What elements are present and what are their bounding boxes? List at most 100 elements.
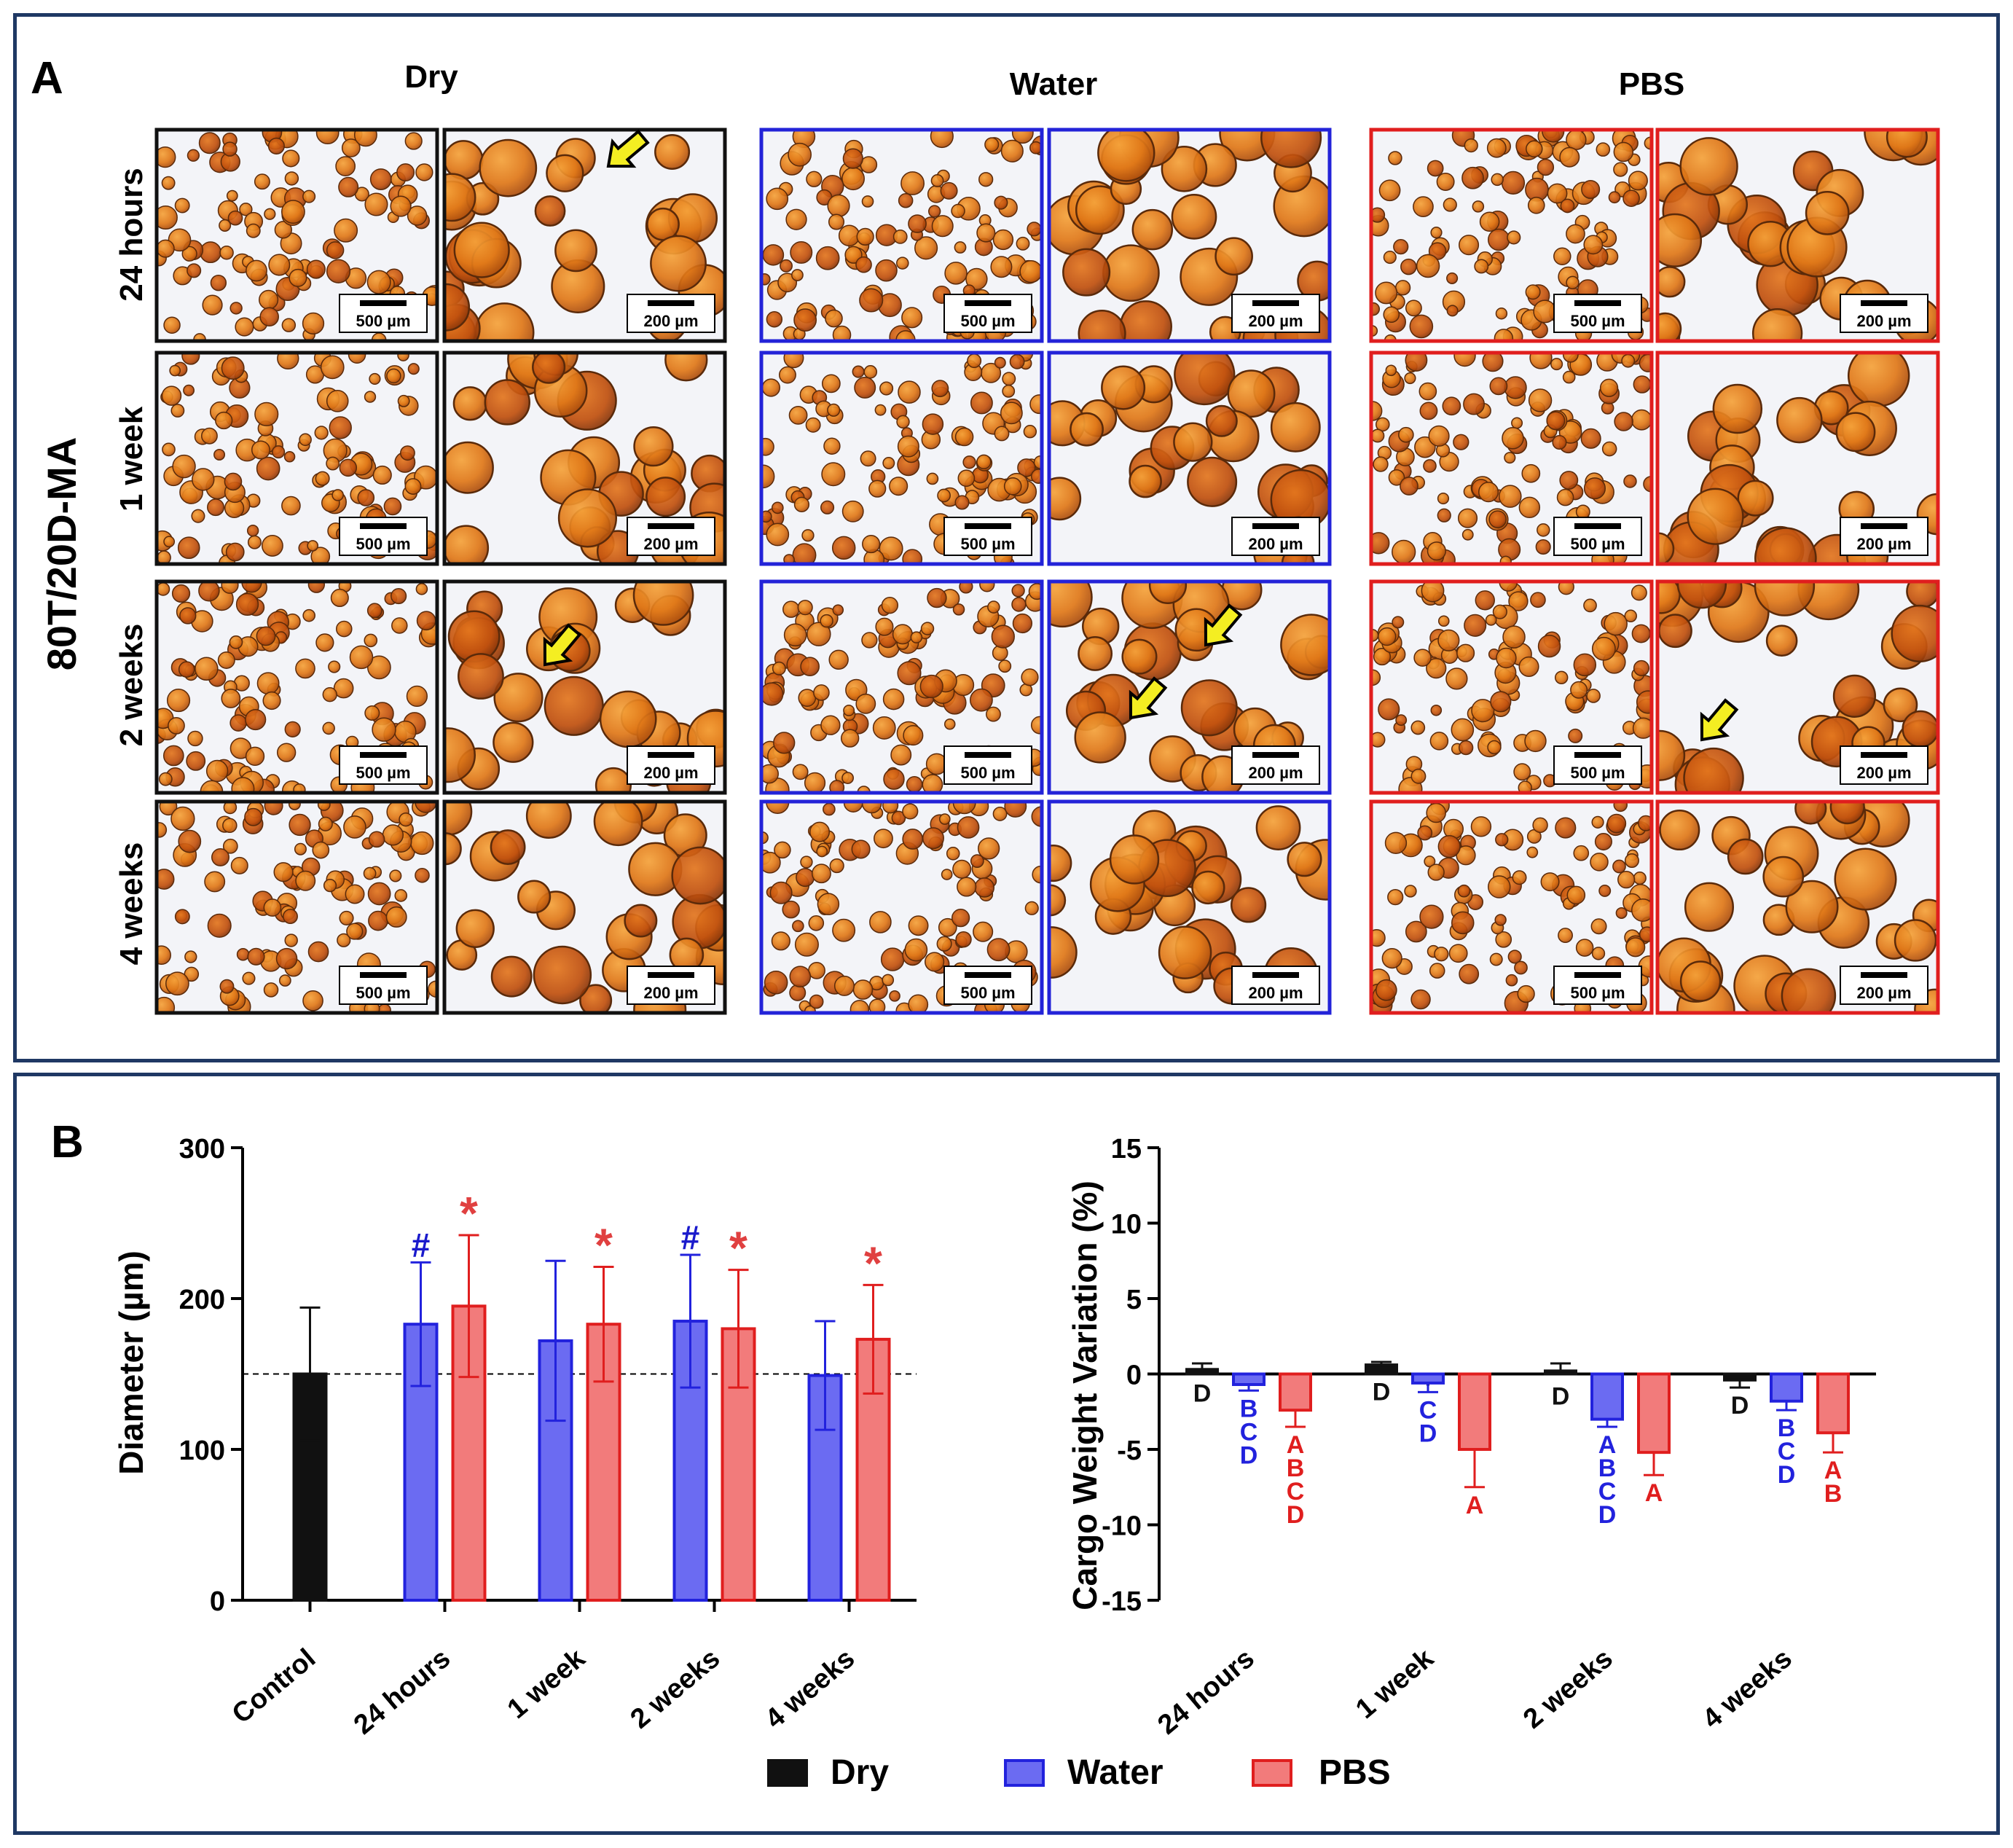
microsphere <box>987 600 1000 614</box>
microsphere <box>1430 705 1443 716</box>
microsphere <box>229 302 243 315</box>
microsphere <box>1566 130 1587 151</box>
microsphere <box>1676 582 1727 609</box>
microsphere <box>306 259 326 279</box>
microsphere <box>326 259 351 283</box>
microsphere <box>289 268 307 287</box>
microsphere <box>936 936 952 952</box>
microsphere <box>1461 166 1484 189</box>
microsphere <box>959 582 973 594</box>
micrograph-dry-1-week-high-mag: 200 µm <box>442 351 727 566</box>
microsphere <box>162 442 176 457</box>
microsphere <box>1505 974 1518 987</box>
significance-letter: D <box>1598 1501 1617 1529</box>
microsphere <box>1546 411 1566 431</box>
microsphere <box>444 525 490 564</box>
microsphere <box>267 137 285 154</box>
micrograph-border <box>1369 351 1654 566</box>
x-tick-label-1-week: 1 week <box>1350 1643 1440 1725</box>
microsphere <box>299 433 312 447</box>
microsphere <box>157 945 171 966</box>
microsphere <box>1173 422 1213 462</box>
microsphere <box>928 205 941 218</box>
microsphere <box>407 363 420 375</box>
microsphere <box>213 448 226 461</box>
microsphere <box>283 909 298 925</box>
microsphere <box>1624 853 1639 869</box>
microsphere <box>976 454 992 470</box>
yellow-arrow-4 <box>1204 603 1243 647</box>
microsphere <box>1029 141 1042 154</box>
microsphere <box>1613 141 1634 163</box>
microsphere <box>1490 691 1512 713</box>
microsphere <box>778 366 796 384</box>
bar-2-weeks-water <box>1590 1372 1624 1421</box>
microsphere <box>484 379 530 426</box>
microsphere <box>1398 426 1414 443</box>
microsphere <box>1488 875 1511 898</box>
microsphere <box>191 509 205 523</box>
microsphere <box>1453 434 1469 450</box>
microsphere <box>783 623 807 647</box>
bar-24-hours-water <box>1232 1372 1266 1386</box>
microsphere <box>829 780 845 793</box>
microsphere <box>452 386 487 421</box>
microsphere <box>394 889 408 902</box>
microsphere <box>914 236 938 260</box>
scale-bar <box>1574 523 1621 529</box>
microsphere <box>283 450 296 463</box>
micrograph-border <box>442 351 727 566</box>
microsphere <box>1371 207 1386 223</box>
microsphere <box>1615 907 1628 919</box>
microsphere <box>162 745 184 767</box>
scale-bar <box>648 752 694 758</box>
microsphere <box>276 743 297 762</box>
microsphere <box>868 479 887 498</box>
microsphere <box>343 815 366 839</box>
microsphere <box>179 607 197 625</box>
microsphere <box>444 727 476 783</box>
microsphere <box>1552 434 1567 450</box>
microsphere <box>879 381 894 396</box>
legend-swatch-pbs <box>1252 1759 1292 1787</box>
microsphere <box>774 841 791 859</box>
microsphere <box>761 378 780 397</box>
microsphere <box>938 813 951 825</box>
legend-label-pbs: PBS <box>1319 1753 1391 1792</box>
scale-bar-label: 200 µm <box>1856 535 1911 553</box>
microsphere <box>262 691 281 710</box>
microsphere <box>1392 539 1416 564</box>
microsphere <box>1215 237 1253 276</box>
microsphere <box>940 181 958 200</box>
microsphere <box>1121 638 1158 675</box>
microsphere <box>994 195 1008 210</box>
microsphere <box>235 317 254 337</box>
microsphere <box>1617 871 1636 889</box>
microsphere <box>855 256 872 273</box>
x-tick-label-control: Control <box>227 1643 321 1730</box>
microsphere <box>861 195 874 208</box>
microsphere <box>544 676 604 736</box>
microsphere <box>978 172 994 187</box>
microsphere <box>1547 183 1568 204</box>
microsphere <box>1023 425 1037 439</box>
yellow-arrow-2 <box>543 623 582 667</box>
microsphere <box>633 426 674 467</box>
microsphere <box>838 224 860 247</box>
microsphere <box>397 394 410 407</box>
microsphere <box>828 649 849 670</box>
micrograph-pbs-1-week-high-mag: 200 µm <box>1655 351 1940 566</box>
microsphere <box>892 229 908 244</box>
microsphere <box>369 168 392 190</box>
microsphere <box>1464 614 1487 637</box>
scale-bar <box>1861 523 1907 529</box>
microsphere <box>178 661 195 678</box>
microsphere <box>211 847 229 866</box>
significance-letter: B <box>1598 1454 1617 1482</box>
scale-bar-label: 200 µm <box>1856 764 1911 782</box>
microsphere <box>349 645 374 670</box>
microsphere <box>979 582 995 592</box>
arrow-shape <box>1129 676 1168 720</box>
microsphere <box>1631 584 1647 601</box>
microsphere <box>875 617 894 636</box>
